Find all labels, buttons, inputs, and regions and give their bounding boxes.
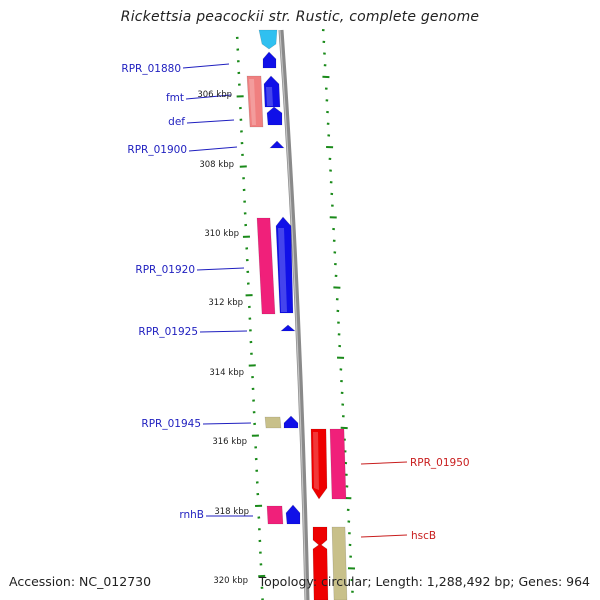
ruler-labels: 306 kbp 308 kbp 310 kbp 312 kbp 314 kbp 316 k…	[197, 90, 249, 586]
gene-pink-rnhB	[266, 505, 284, 525]
shade-rpr-01950	[313, 432, 319, 490]
gene-khaki-hscB	[331, 526, 348, 600]
label-leader-lines	[182, 63, 408, 538]
leader-def	[186, 119, 235, 124]
gene-rpr-01945	[283, 415, 299, 429]
backbone-highlight	[279, 29, 307, 600]
gene-pink-01950	[329, 428, 347, 500]
leader-fmt	[185, 94, 232, 100]
gene-pink-01920	[256, 217, 276, 315]
ruler-label: 306 kbp	[197, 90, 232, 100]
map-title: Rickettsia peacockii str. Rustic, comple…	[120, 9, 480, 25]
ruler-label: 310 kbp	[204, 229, 239, 239]
shade-fmt	[266, 87, 273, 106]
gene-salmon	[246, 75, 264, 128]
gene-label: RPR_01925	[138, 326, 198, 338]
leader-hscB	[360, 534, 408, 538]
leader-rpr-01880	[182, 63, 230, 69]
gene-rpr-01900	[269, 140, 285, 149]
ruler-label: 312 kbp	[208, 298, 243, 308]
gene-hscB	[312, 526, 328, 547]
gene-label: RPR_01945	[141, 418, 201, 430]
gene-rpr-01920	[275, 216, 294, 314]
gene-fmt	[263, 75, 281, 108]
accession-text: Accession: NC_012730	[9, 574, 152, 589]
gene-label: fmt	[166, 92, 184, 104]
gene-rpr-01880	[262, 51, 277, 69]
gene-label: RPR_01950	[410, 457, 470, 469]
gene-khaki-01945	[264, 416, 282, 429]
shade-salmon	[249, 79, 256, 125]
gene-label: RPR_01880	[121, 63, 181, 75]
ruler-label: 320 kbp	[213, 576, 248, 586]
ruler-label: 314 kbp	[209, 368, 244, 378]
leader-rpr-01925	[199, 330, 248, 333]
gene-rpr-01950	[310, 428, 328, 500]
topology-summary: Topology: circular; Length: 1,288,492 bp…	[258, 574, 590, 589]
leader-rpr-01900	[188, 146, 238, 152]
gene-def	[266, 106, 283, 126]
leader-rpr-01945	[202, 422, 252, 425]
gene-rpr-01925	[280, 324, 296, 332]
genome-backbone	[278, 29, 310, 600]
shade-rpr-01920	[278, 228, 287, 312]
ruler-label: 316 kbp	[212, 437, 247, 447]
gene-features	[246, 29, 348, 600]
gene-red-lower	[312, 543, 329, 600]
ruler-label: 318 kbp	[214, 507, 249, 517]
inner-tick-track	[235, 36, 266, 600]
gene-label: RPR_01920	[135, 264, 195, 276]
leader-rpr-01950	[360, 461, 408, 465]
outer-tick-track	[321, 29, 356, 593]
gene-label: rnhB	[179, 509, 204, 521]
gene-label: RPR_01900	[127, 144, 187, 156]
gene-label: hscB	[411, 530, 436, 542]
gene-label: def	[168, 116, 185, 128]
gene-rnhB	[285, 504, 301, 525]
backbone-arc	[278, 29, 310, 600]
ruler-label: 308 kbp	[199, 160, 234, 170]
leader-rpr-01920	[196, 267, 245, 271]
gene-cyan	[258, 29, 278, 50]
